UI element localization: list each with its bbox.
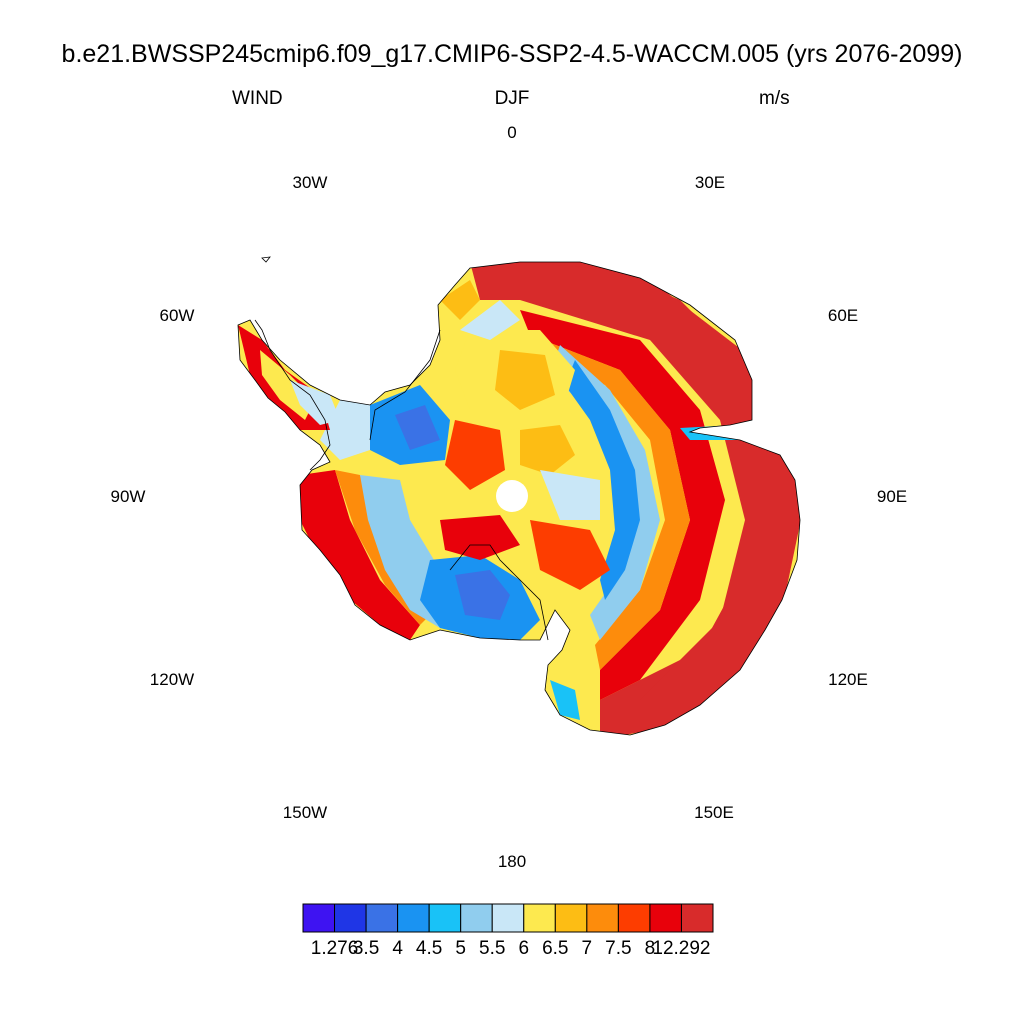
colorbar-label-1: 3.5 [352, 938, 380, 959]
colorbar-label-11: 12.292 [652, 938, 711, 959]
colorbar-box-10 [617, 903, 651, 933]
lon-label-30e: 30E [694, 173, 726, 192]
field-label: WIND [232, 88, 283, 109]
lon-label-30w: 30W [292, 173, 328, 192]
colorbar-box-5 [460, 903, 493, 933]
weddell-coastline [369, 329, 441, 441]
peninsula-coastline [254, 319, 331, 471]
colorbar-box-2 [365, 903, 399, 933]
lon-label-60w: 60W [159, 306, 195, 325]
colorbar-label-8: 7 [581, 938, 593, 959]
colorbar-label-0: 1.276 [310, 938, 359, 959]
colorbar-label-6: 6 [518, 938, 530, 959]
plot-title: b.e21.BWSSP245cmip6.f09_g17.CMIP6-SSP2-4… [61, 40, 963, 68]
lon-label-60e: 60E [827, 306, 859, 325]
colorbar-label-3: 4.5 [415, 938, 443, 959]
colorbar-box-11 [649, 903, 682, 933]
lon-label-0: 0 [507, 123, 517, 142]
colorbar-box-8 [554, 903, 588, 933]
lon-label-120e: 120E [828, 670, 868, 689]
island-outline [261, 256, 271, 263]
colorbar-box-1 [334, 903, 367, 933]
colorbar-label-10: 8 [644, 938, 656, 959]
colorbar-label-4: 5 [455, 938, 466, 959]
colorbar-box-4 [428, 903, 462, 933]
season-label: DJF [494, 88, 530, 109]
colorbar-label-2: 4 [392, 938, 403, 959]
units-label: m/s [759, 88, 790, 109]
lon-label-150e: 150E [694, 803, 734, 822]
colorbar-box-0 [302, 903, 336, 933]
ross-coastline [449, 544, 549, 641]
lon-label-150w: 150W [282, 803, 328, 822]
lon-label-90w: 90W [110, 487, 146, 506]
colorbar-box-3 [397, 903, 430, 933]
lon-label-180: 180 [497, 852, 527, 871]
lon-label-120w: 120W [149, 670, 195, 689]
colorbar-box-12 [680, 903, 714, 933]
colorbar-label-5: 5.5 [479, 938, 506, 959]
colorbar-label-9: 7.5 [605, 938, 632, 959]
lon-label-90e: 90E [876, 487, 908, 506]
colorbar-label-7: 6.5 [542, 938, 569, 959]
colorbar-box-6 [491, 903, 525, 933]
colorbar-box-7 [523, 903, 556, 933]
colorbar-box-9 [586, 903, 619, 933]
